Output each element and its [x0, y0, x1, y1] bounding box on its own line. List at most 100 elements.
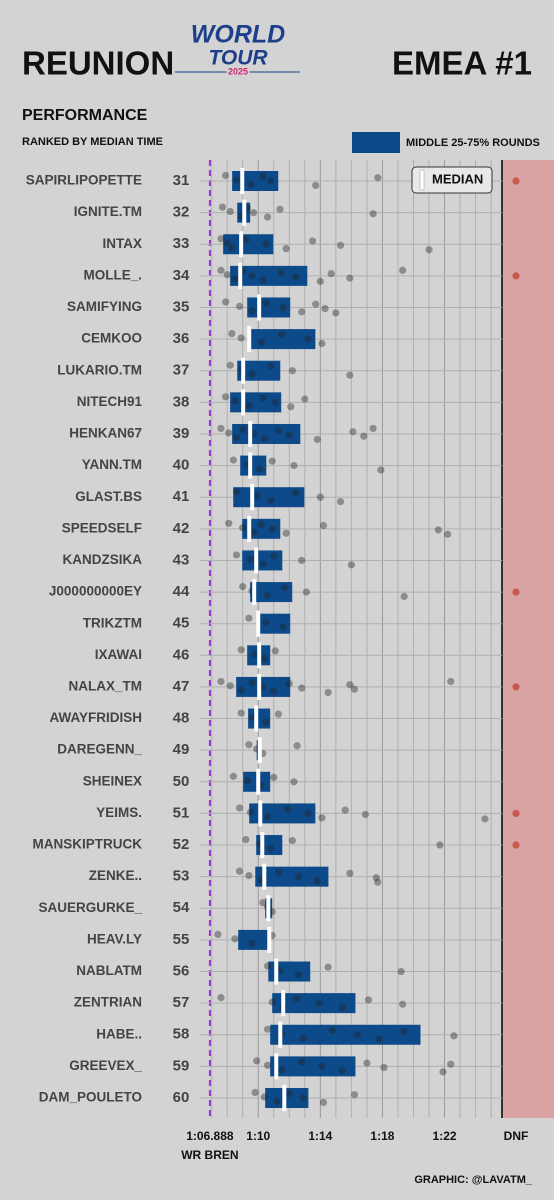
logo-word: TOUR [208, 47, 268, 70]
round-point [324, 963, 332, 971]
round-point [268, 457, 276, 465]
round-point [341, 806, 349, 814]
median [260, 832, 265, 859]
round-point [235, 867, 244, 875]
plot: WR BREN 1:06.888 1:10 1:14 1:18 1:22 DNF SAPIRL… [26, 160, 554, 1162]
row-rank: 58 [173, 1026, 190, 1043]
round-point [267, 362, 275, 370]
round-point [361, 810, 369, 819]
round-point [268, 907, 276, 916]
iqr-box [242, 550, 283, 571]
row-name: GLAST.BS [75, 489, 142, 504]
round-point [249, 528, 258, 536]
round-point [214, 930, 222, 938]
round-point [239, 425, 247, 434]
row-rank: 44 [173, 583, 190, 600]
round-point [399, 1000, 407, 1008]
round-point [263, 1061, 272, 1069]
round-point [312, 300, 320, 308]
subtitle: PERFORMANCE [22, 107, 148, 124]
median [281, 990, 286, 1017]
round-point [338, 1067, 346, 1075]
median [257, 673, 262, 700]
row-name: GREEVEX_ [69, 1058, 142, 1073]
round-point [249, 209, 258, 217]
row-name: IGNITE.TM [74, 204, 142, 219]
row-name: IXAWAI [95, 647, 142, 662]
dnf-point [512, 841, 520, 849]
round-point [301, 395, 309, 403]
iqr-box [249, 803, 316, 824]
round-point [237, 646, 245, 654]
round-point [262, 240, 270, 248]
round-point [332, 309, 340, 317]
round-point [290, 461, 298, 470]
round-point [259, 560, 267, 568]
median [240, 168, 245, 194]
round-point [299, 1094, 307, 1102]
round-point [349, 428, 357, 436]
round-point [399, 266, 407, 274]
round-point [217, 677, 225, 686]
round-point [327, 270, 335, 278]
round-point [259, 394, 267, 402]
round-point [263, 813, 272, 821]
iqr-box [270, 1056, 356, 1077]
row-name: INTAX [103, 236, 143, 251]
row-rank: 43 [173, 551, 190, 568]
median [258, 800, 263, 827]
round-point [257, 520, 265, 529]
median [252, 579, 257, 606]
median-legend [411, 166, 493, 194]
round-point [336, 241, 345, 249]
round-point [253, 492, 261, 500]
round-point [246, 180, 255, 188]
round-point [274, 427, 283, 435]
row-rank: 47 [173, 678, 190, 695]
x-tick-label: 1:22 [433, 1129, 457, 1143]
round-point [304, 335, 312, 343]
round-point [321, 304, 329, 313]
round-point [288, 837, 296, 845]
round-point [267, 844, 275, 852]
median [247, 515, 252, 542]
median [267, 926, 272, 953]
round-point [316, 277, 324, 285]
median [257, 737, 262, 764]
round-point [260, 655, 269, 663]
round-point [364, 996, 373, 1004]
round-point [447, 677, 455, 686]
round-point [260, 1093, 269, 1101]
round-point [298, 556, 306, 565]
round-point [329, 1026, 337, 1034]
round-point [259, 899, 267, 907]
row-rank: 56 [173, 962, 190, 979]
round-point [285, 1090, 293, 1098]
median [248, 420, 253, 447]
round-point [290, 778, 298, 786]
round-point [235, 302, 244, 310]
round-point [346, 371, 354, 379]
round-point [263, 1025, 272, 1033]
round-point [277, 331, 286, 339]
row-name: YEIMS. [96, 805, 142, 820]
round-point [270, 687, 278, 695]
round-point [226, 682, 234, 690]
round-point [400, 592, 408, 601]
round-point [298, 308, 306, 316]
round-point [260, 434, 269, 442]
row-rank: 37 [173, 362, 190, 379]
round-point [217, 235, 225, 243]
round-point [245, 614, 253, 622]
round-point [257, 338, 265, 347]
chart-title: REUNION [22, 45, 174, 82]
dnf-point [512, 272, 520, 280]
round-point [312, 181, 320, 189]
round-point [223, 271, 231, 279]
round-point [274, 868, 283, 876]
round-point [242, 236, 250, 244]
row-rank: 42 [173, 520, 190, 537]
round-point [294, 873, 303, 881]
iqr-box [242, 518, 281, 539]
round-point [285, 431, 293, 439]
